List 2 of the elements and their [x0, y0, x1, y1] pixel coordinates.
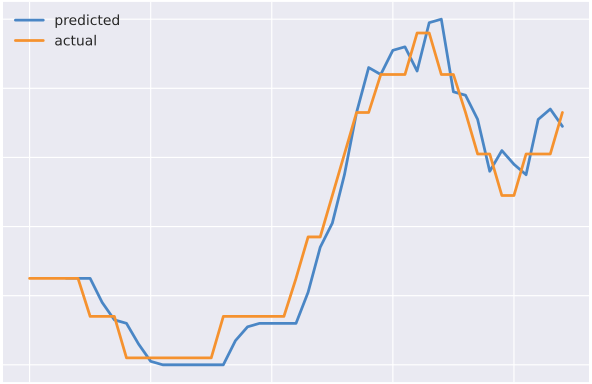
- legend-label: predicted: [56, 14, 119, 28]
- legend-label: actual: [55, 34, 96, 46]
